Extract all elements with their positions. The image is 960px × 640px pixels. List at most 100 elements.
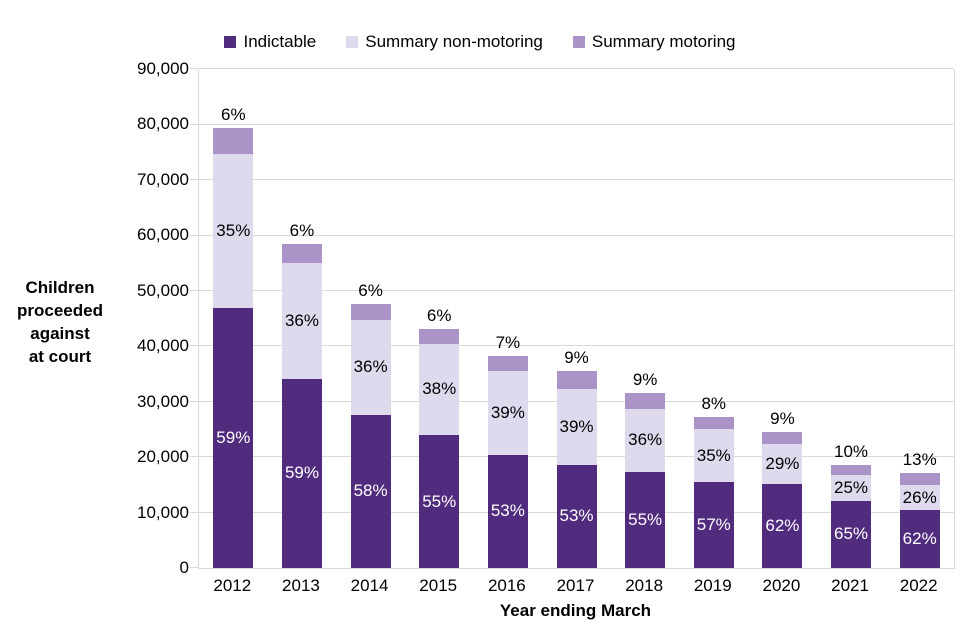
- y-tick-label: 0: [179, 558, 189, 577]
- bar-pct-label-indictable: 59%: [284, 463, 319, 483]
- y-tick-label: 20,000: [137, 447, 189, 467]
- y-axis-title-line: proceeded: [17, 301, 103, 320]
- y-axis-title-line: at court: [28, 347, 92, 366]
- y-tick-mark: [189, 290, 198, 292]
- bar-pct-label-summary-non-motoring: 26%: [902, 487, 937, 507]
- y-tick-mark: [189, 234, 198, 236]
- bar-segment-summary-non-motoring: [625, 408, 666, 472]
- x-axis-title: Year ending March: [499, 601, 652, 620]
- x-tick-label: 2019: [693, 576, 732, 595]
- y-tick-label: 50,000: [137, 280, 189, 300]
- gridline: [199, 234, 954, 236]
- bar-pct-label-summary-motoring: 8%: [701, 394, 727, 414]
- gridline: [199, 123, 954, 125]
- bar-pct-label-indictable: 65%: [834, 524, 869, 544]
- bar-pct-label-summary-motoring: 9%: [564, 348, 589, 368]
- bar-pct-label-summary-non-motoring: 35%: [696, 445, 731, 465]
- bar-pct-label-summary-non-motoring: 35%: [216, 221, 251, 241]
- bar-pct-label-summary-motoring: 13%: [902, 450, 937, 470]
- bar-segment-summary-motoring: [693, 417, 734, 430]
- bar-segment-summary-non-motoring: [487, 371, 528, 455]
- y-tick-label: 10,000: [137, 502, 189, 522]
- bar-pct-label-indictable: 53%: [559, 506, 594, 526]
- bar-pct-label-indictable: 62%: [765, 515, 800, 535]
- y-tick-mark: [189, 511, 198, 513]
- bar-segment-summary-non-motoring: [281, 263, 322, 379]
- x-tick-label: 2014: [350, 576, 389, 595]
- bar-segment-summary-non-motoring: [899, 485, 940, 510]
- x-tick-label: 2015: [419, 576, 458, 595]
- bar-segment-indictable: [213, 308, 254, 568]
- legend-item-1: Indictable: [224, 32, 316, 52]
- plot-area: 0 10,000 20,000 30,000 40,000 50,000 60,000 70,…: [137, 59, 955, 577]
- x-tick-label: 2016: [487, 576, 526, 595]
- y-tick-mark: [189, 345, 198, 347]
- y-tick-mark: [189, 179, 198, 181]
- bar-pct-label-summary-motoring: 6%: [289, 221, 315, 241]
- legend-item-3: Summary motoring: [572, 32, 736, 52]
- bar-segment-summary-non-motoring: [831, 475, 872, 501]
- gridline: [199, 290, 954, 292]
- bar-segment-summary-motoring: [899, 473, 940, 486]
- y-tick-mark: [189, 456, 198, 458]
- bar-segment-summary-non-motoring: [419, 343, 460, 436]
- bar-segment-indictable: [831, 500, 872, 568]
- y-tick-label: 30,000: [137, 391, 189, 411]
- x-tick-label: 2012: [213, 576, 252, 595]
- bar-segment-summary-motoring: [831, 464, 872, 476]
- x-tick-label: 2021: [831, 576, 869, 595]
- bar-segment-indictable: [350, 414, 391, 568]
- bar-pct-label-indictable: 55%: [422, 491, 457, 511]
- bar-segment-indictable: [693, 482, 734, 568]
- gridline: [199, 68, 954, 70]
- x-tick-label: 2017: [556, 576, 595, 595]
- bar-pct-label-summary-motoring: 9%: [770, 409, 795, 429]
- bar-pct-label-indictable: 53%: [490, 501, 525, 521]
- bar-pct-label-summary-non-motoring: 36%: [353, 357, 388, 377]
- bar-pct-label-indictable: 55%: [628, 509, 663, 529]
- x-tick-label: 2022: [899, 576, 938, 595]
- bar-segment-indictable: [625, 471, 666, 568]
- bar-segment-summary-motoring: [762, 432, 803, 445]
- legend-label: Summary non-motoring: [365, 32, 543, 51]
- bar-segment-summary-motoring: [213, 127, 254, 155]
- bar-segment-indictable: [899, 509, 940, 568]
- bar-pct-label-indictable: 57%: [696, 515, 731, 535]
- bar-segment-summary-motoring: [419, 329, 460, 344]
- bar-segment-summary-motoring: [281, 244, 322, 264]
- bar-pct-label-summary-non-motoring: 25%: [834, 478, 869, 498]
- bar-pct-label-summary-motoring: 6%: [426, 306, 452, 326]
- bar-pct-label-summary-non-motoring: 39%: [559, 416, 594, 436]
- bar-pct-label-summary-non-motoring: 29%: [765, 454, 800, 474]
- x-tick-label: 2013: [282, 576, 320, 595]
- y-tick-mark: [189, 68, 198, 70]
- bar-segment-summary-non-motoring: [213, 154, 254, 309]
- bar-pct-label-summary-motoring: 10%: [834, 441, 869, 461]
- y-axis-title-line: Children: [25, 278, 95, 297]
- bar-pct-label-indictable: 58%: [353, 481, 388, 501]
- bar-pct-label-summary-motoring: 6%: [221, 104, 246, 124]
- bar-segment-indictable: [556, 464, 597, 568]
- bar-segment-summary-non-motoring: [762, 444, 803, 484]
- y-tick-label: 80,000: [137, 114, 189, 134]
- y-tick-mark: [189, 123, 198, 125]
- bar-segment-indictable: [762, 483, 803, 568]
- legend-label: Indictable: [243, 32, 317, 51]
- bar-pct-label-summary-non-motoring: 36%: [284, 311, 319, 331]
- bar-segment-summary-motoring: [556, 371, 597, 389]
- x-tick-label: 2018: [625, 576, 664, 595]
- bar-pct-label-indictable: 59%: [216, 428, 251, 448]
- bar-segment-summary-non-motoring: [693, 429, 734, 483]
- bar-segment-summary-non-motoring: [556, 388, 597, 465]
- y-tick-mark: [189, 567, 198, 569]
- y-tick-label: 60,000: [137, 225, 189, 245]
- bar-segment-indictable: [419, 435, 460, 568]
- y-tick-mark: [189, 400, 198, 402]
- legend-swatch-icon: [224, 36, 237, 48]
- bar-segment-indictable: [487, 454, 528, 568]
- y-axis-title-line: against: [30, 324, 90, 343]
- x-tick-label: 2020: [762, 576, 801, 595]
- legend-label: Summary motoring: [591, 32, 736, 51]
- bar-pct-label-summary-motoring: 9%: [632, 369, 658, 389]
